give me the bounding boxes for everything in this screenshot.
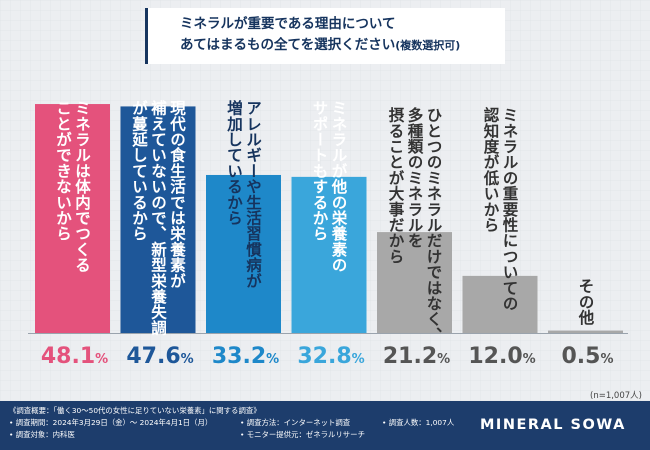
value-label-1: 48.1%	[41, 344, 108, 369]
bar-label-3-col-1: アレルギーや生活習慣病が	[244, 100, 263, 288]
bar-label-5-col-3: 摂ることが大事だから	[387, 106, 405, 264]
question-title-main: あてはまるもの全てを選択ください	[180, 37, 396, 53]
value-label-5: 21.2%	[383, 344, 450, 369]
bar-4	[291, 176, 367, 333]
panel-provider: • モニター提供元：ゼネラルリサーチ	[240, 430, 365, 439]
sample-size-note: (n=1,007人)	[590, 391, 642, 401]
value-unit-7: %	[600, 352, 613, 367]
bar-1	[35, 104, 110, 333]
bar-label-7-col-1: その他	[577, 278, 596, 326]
bar-label-5-col-1: ひとつのミネラルだけではなく、	[425, 107, 443, 343]
bar-label-2-col-1: 現代の食生活では栄養素が	[168, 100, 187, 289]
bar-label-2-col-2: 補えていないので、新型栄養失調	[149, 99, 168, 337]
question-title-box: ミネラルが重要である理由について あてはまるもの全てを選択ください(複数選択可)	[145, 8, 505, 64]
question-title-line2: あてはまるもの全てを選択ください(複数選択可)	[180, 35, 505, 56]
bar-2	[120, 106, 196, 333]
value-label-7: 0.5%	[561, 344, 613, 369]
survey-summary: 《調査概要：「働く30〜50代の女性に足りていない栄養素」に関する調査》	[9, 406, 261, 415]
bar-label-5-col-2: 多種類のミネラルを	[406, 106, 425, 249]
bar-6	[462, 275, 538, 333]
bar-5	[377, 232, 452, 333]
bar-label-6-col-2: 認知度が低いから	[482, 106, 501, 233]
survey-period: • 調査期間：2024年3月29日（金）〜 2024年4月1日（月）	[9, 418, 213, 427]
value-unit-5: %	[437, 352, 450, 367]
bar-7	[548, 330, 623, 333]
value-unit-3: %	[266, 352, 279, 367]
value-label-3: 33.2%	[212, 344, 279, 369]
sample-size: • 調査人数：1,007人	[382, 418, 455, 427]
bar-label-4-col-1: ミネラルが他の栄養素の	[330, 100, 349, 273]
value-unit-2: %	[181, 352, 194, 367]
bar-label-6-col-1: ミネラルの重要性についての	[501, 107, 519, 311]
value-unit-1: %	[95, 352, 108, 367]
bar-3	[206, 174, 281, 333]
value-label-2: 47.6%	[126, 344, 193, 369]
value-unit-4: %	[352, 352, 365, 367]
value-label-4: 32.8%	[297, 344, 364, 369]
bar-label-1-col-2: ことができないから	[54, 100, 72, 241]
bar-label-1-col-1: ミネラルは体内でつくる	[73, 100, 91, 273]
value-label-6: 12.0%	[468, 344, 535, 369]
bar-label-4-col-2: サポートもするから	[311, 100, 329, 241]
survey-footer: 《調査概要：「働く30〜50代の女性に足りていない栄養素」に関する調査》 • 調…	[0, 401, 650, 450]
bar-label-3-col-2: 増加しているから	[225, 99, 244, 226]
value-unit-6: %	[523, 352, 536, 367]
question-title-note: (複数選択可)	[395, 39, 461, 52]
survey-target: • 調査対象：内科医	[9, 430, 75, 439]
survey-method: • 調査方法：インターネット調査	[240, 418, 351, 427]
question-title-line1: ミネラルが重要である理由について	[180, 16, 396, 32]
brand-logo-text: MINERAL SOWA	[480, 417, 626, 433]
bar-label-2-col-3: が蔓延しているから	[130, 99, 149, 242]
